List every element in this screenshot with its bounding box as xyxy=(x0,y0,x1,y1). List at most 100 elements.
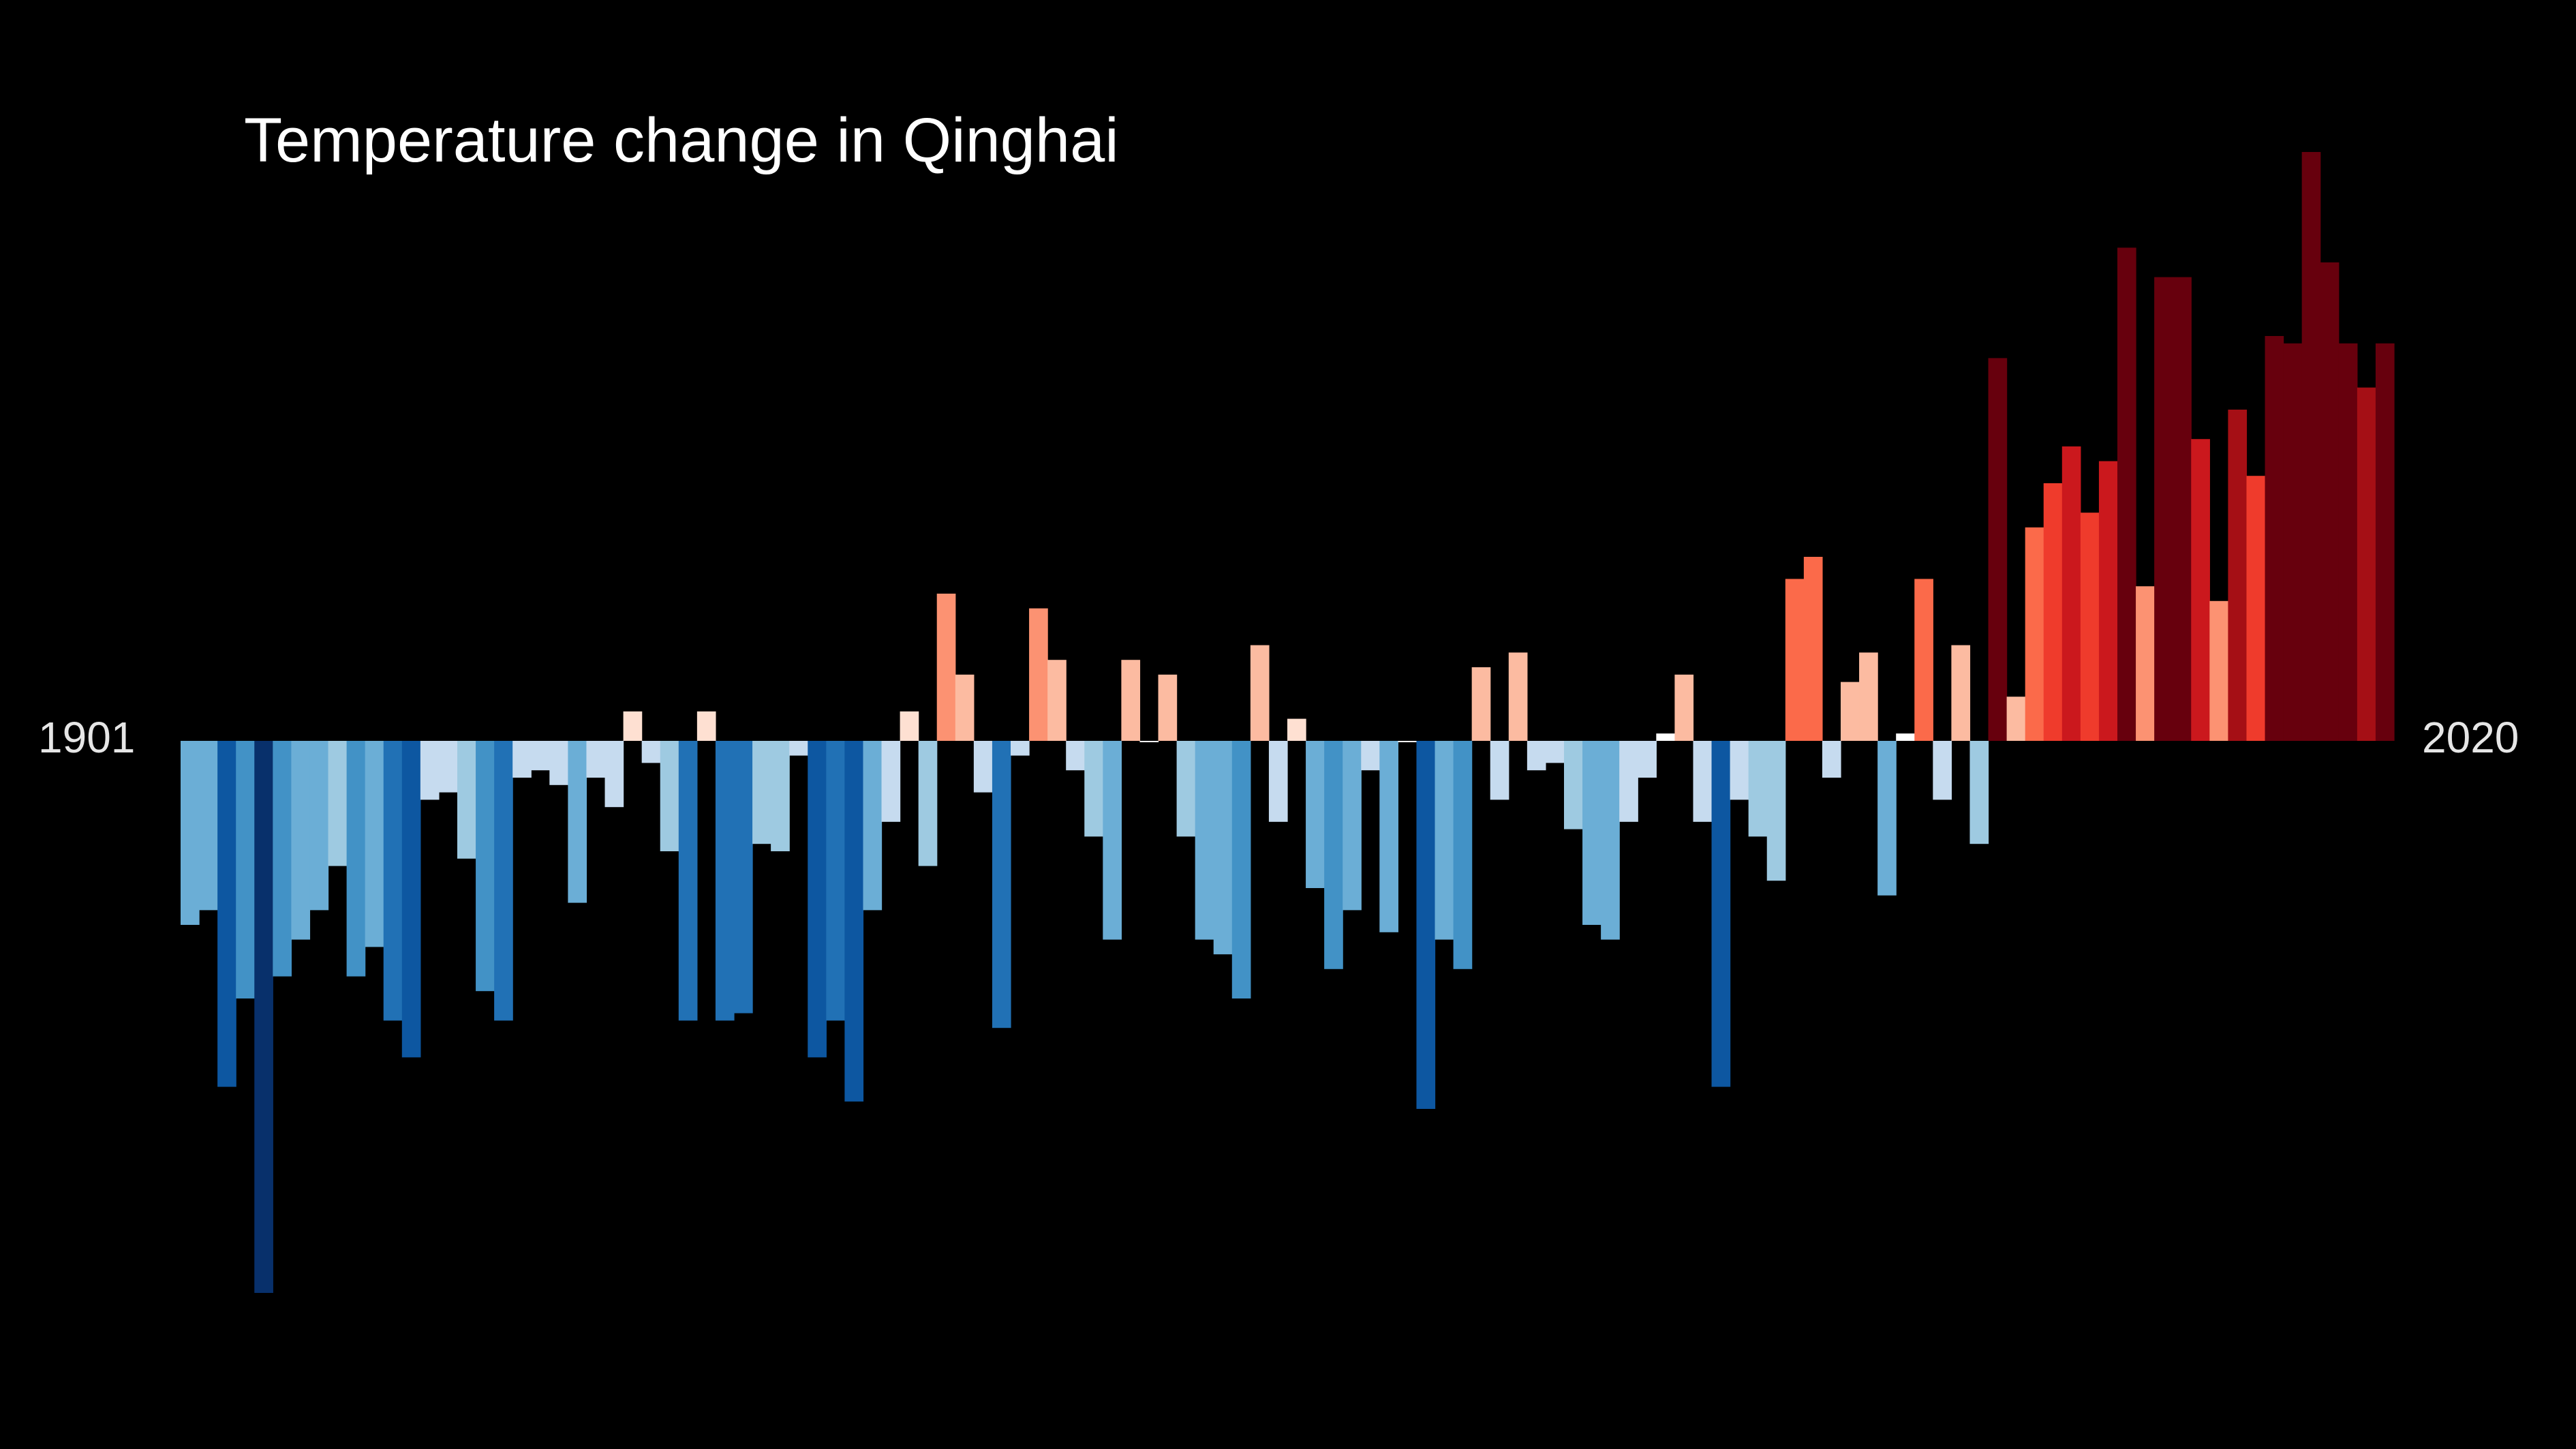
bar-1937 xyxy=(844,741,864,1102)
bar-1936 xyxy=(826,741,845,1021)
bar-1933 xyxy=(771,741,790,851)
bar-1939 xyxy=(881,741,901,822)
bar-1910 xyxy=(346,741,366,977)
bar-1981 xyxy=(1656,733,1675,741)
bar-1918 xyxy=(494,741,513,1021)
bar-2014 xyxy=(2265,336,2284,741)
bar-2017 xyxy=(2320,262,2340,741)
bar-2006 xyxy=(2117,247,2136,741)
bar-2007 xyxy=(2136,586,2155,741)
bar-1952 xyxy=(1121,660,1141,741)
bar-1903 xyxy=(217,741,236,1087)
bar-1942 xyxy=(936,594,956,741)
bar-1998 xyxy=(1969,741,1989,844)
bar-1966 xyxy=(1379,741,1398,932)
bar-1975 xyxy=(1545,741,1565,763)
bar-2010 xyxy=(2191,439,2210,741)
bar-1982 xyxy=(1674,674,1694,741)
bar-1926 xyxy=(641,741,661,763)
bar-1984 xyxy=(1711,741,1731,1087)
bar-1948 xyxy=(1047,660,1067,741)
bar-2000 xyxy=(2006,697,2026,741)
bar-1963 xyxy=(1324,741,1343,969)
bar-1915 xyxy=(438,741,458,793)
bar-1934 xyxy=(789,741,808,756)
x-start-label: 1901 xyxy=(38,713,136,762)
bar-1940 xyxy=(900,711,919,741)
bar-1965 xyxy=(1361,741,1380,771)
bar-1991 xyxy=(1841,682,1860,741)
bar-2015 xyxy=(2283,343,2303,741)
bar-1968 xyxy=(1416,741,1436,1109)
bar-1964 xyxy=(1343,741,1362,911)
bar-1972 xyxy=(1490,741,1509,800)
bar-1949 xyxy=(1066,741,1085,771)
bar-1913 xyxy=(401,741,421,1058)
bar-1929 xyxy=(696,711,716,741)
bar-1992 xyxy=(1859,652,1878,741)
bar-1976 xyxy=(1564,741,1583,829)
bar-1935 xyxy=(808,741,827,1058)
bar-1912 xyxy=(383,741,403,1021)
bar-1999 xyxy=(1988,358,2008,741)
bar-2002 xyxy=(2043,483,2063,741)
bar-1911 xyxy=(365,741,384,947)
bar-1990 xyxy=(1822,741,1841,778)
bar-1924 xyxy=(604,741,624,808)
bar-1904 xyxy=(236,741,255,998)
bar-1986 xyxy=(1748,741,1768,837)
bar-1932 xyxy=(752,741,771,844)
bar-2016 xyxy=(2301,152,2321,741)
bar-1989 xyxy=(1803,557,1823,741)
x-end-label: 2020 xyxy=(2422,713,2519,762)
bar-1970 xyxy=(1453,741,1473,969)
bar-1944 xyxy=(973,741,993,793)
bar-1925 xyxy=(623,711,643,741)
bar-1959 xyxy=(1250,645,1270,741)
bar-1927 xyxy=(660,741,679,851)
bar-1941 xyxy=(918,741,938,866)
bar-1943 xyxy=(955,674,975,741)
bar-1930 xyxy=(715,741,735,1021)
bar-1908 xyxy=(309,741,329,911)
bar-1994 xyxy=(1896,733,1915,741)
bar-1950 xyxy=(1084,741,1103,837)
bar-1917 xyxy=(476,741,495,992)
bar-2011 xyxy=(2209,600,2228,741)
bar-1921 xyxy=(549,741,568,785)
bar-1979 xyxy=(1619,741,1638,822)
bar-1977 xyxy=(1582,741,1601,925)
bar-2018 xyxy=(2338,343,2358,741)
bar-1995 xyxy=(1914,579,1933,741)
bar-1946 xyxy=(1011,741,1030,756)
bar-2009 xyxy=(2173,277,2192,742)
bar-1906 xyxy=(273,741,292,977)
chart-title: Temperature change in Qinghai xyxy=(244,106,1119,175)
bar-2001 xyxy=(2025,527,2044,741)
bar-1974 xyxy=(1527,741,1546,771)
bar-1909 xyxy=(328,741,348,866)
bar-1973 xyxy=(1508,652,1528,741)
bar-1993 xyxy=(1877,741,1897,896)
bar-1931 xyxy=(734,741,753,1013)
bar-2020 xyxy=(2375,343,2395,741)
bar-1967 xyxy=(1398,741,1417,742)
bar-2019 xyxy=(2357,387,2376,741)
bar-1957 xyxy=(1213,741,1233,955)
bar-1951 xyxy=(1103,741,1122,940)
bar-1955 xyxy=(1176,741,1196,837)
bar-1928 xyxy=(678,741,698,1021)
bar-1916 xyxy=(457,741,476,859)
bar-1969 xyxy=(1435,741,1454,940)
bar-1954 xyxy=(1158,674,1178,741)
bar-1922 xyxy=(568,741,587,903)
bar-1971 xyxy=(1471,667,1491,741)
bar-1997 xyxy=(1951,645,1971,741)
bar-1923 xyxy=(586,741,606,778)
bar-1920 xyxy=(531,741,550,771)
bar-2004 xyxy=(2080,513,2100,741)
bar-1953 xyxy=(1139,741,1159,742)
bar-1945 xyxy=(992,741,1011,1028)
